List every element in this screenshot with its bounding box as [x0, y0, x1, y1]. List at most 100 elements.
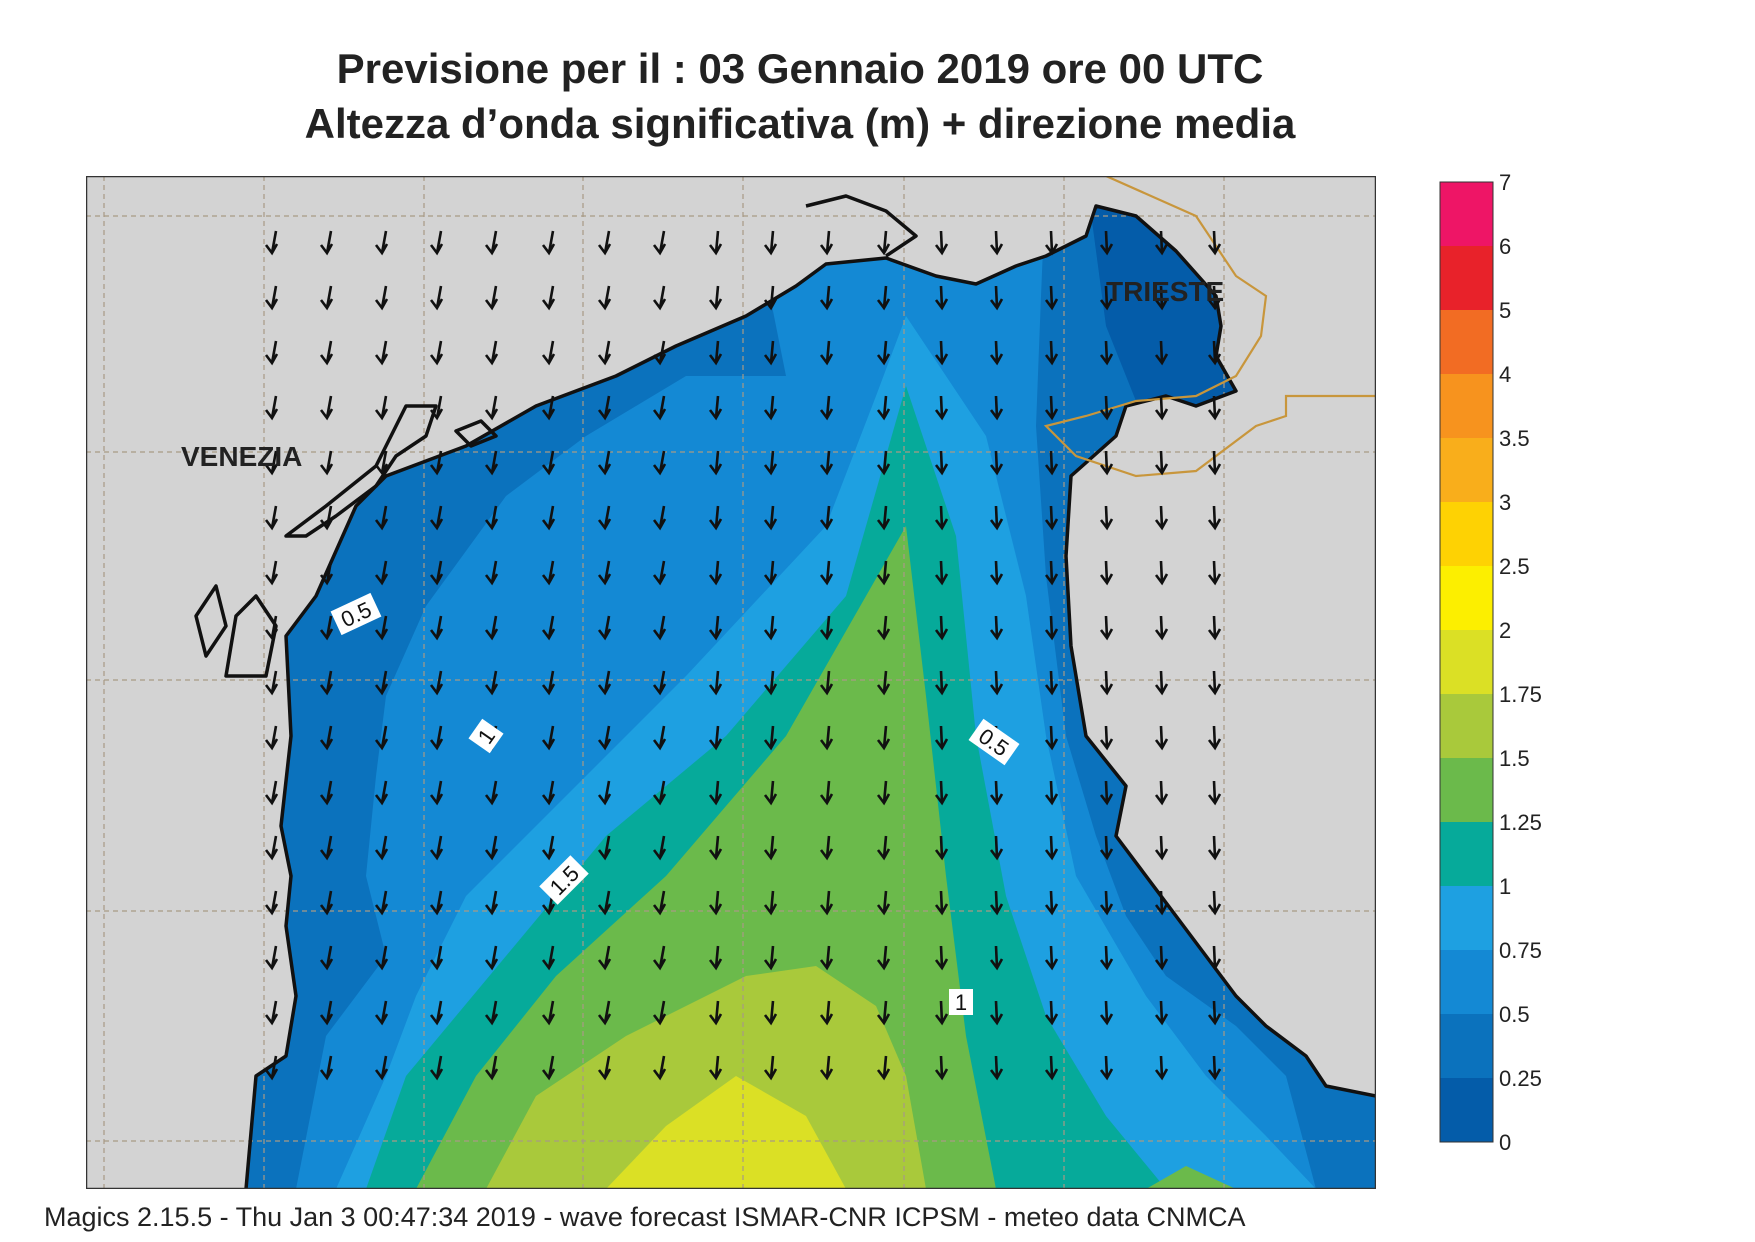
direction-arrow — [597, 725, 612, 751]
direction-arrow — [541, 615, 556, 641]
direction-arrow — [876, 835, 891, 861]
direction-arrow — [264, 340, 279, 366]
direction-arrow — [597, 945, 612, 971]
direction-arrow — [819, 725, 834, 751]
direction-arrow — [374, 1000, 389, 1026]
direction-arrow — [429, 340, 444, 366]
direction-arrow — [652, 560, 667, 586]
legend-color-band — [1440, 1014, 1493, 1078]
direction-arrow — [819, 835, 834, 861]
direction-arrow — [708, 285, 723, 311]
direction-arrow — [484, 395, 499, 421]
direction-arrow — [1099, 560, 1114, 586]
direction-arrow — [1044, 615, 1059, 641]
direction-arrow — [819, 505, 834, 531]
direction-arrow — [429, 285, 444, 311]
direction-arrow — [763, 780, 778, 806]
direction-arrow — [652, 890, 667, 916]
direction-arrow — [1154, 230, 1169, 256]
color-legend: 7 6 5 4 3.5 3 2.5 2 1.75 1.5 1.25 1 0.75 0.5 0.25 0 — [1439, 170, 1542, 1155]
direction-arrow — [319, 725, 334, 751]
direction-arrow — [429, 1000, 444, 1026]
direction-arrow — [541, 340, 556, 366]
direction-arrow — [989, 835, 1004, 861]
direction-arrow — [264, 230, 279, 256]
direction-arrow — [652, 450, 667, 476]
legend-tick-label: 0.75 — [1499, 938, 1542, 963]
direction-arrow — [541, 1055, 556, 1081]
direction-arrow — [652, 725, 667, 751]
direction-arrow — [1099, 230, 1114, 256]
direction-arrow — [708, 1000, 723, 1026]
legend-tick-label: 0.25 — [1499, 1066, 1542, 1091]
direction-arrow — [264, 670, 279, 696]
direction-arrow — [763, 725, 778, 751]
direction-arrow — [1044, 890, 1059, 916]
direction-arrow — [934, 340, 949, 366]
direction-arrow — [819, 945, 834, 971]
legend-tick-label: 2 — [1499, 618, 1511, 643]
direction-arrow — [819, 1000, 834, 1026]
direction-arrow — [429, 780, 444, 806]
direction-arrow — [1044, 1055, 1059, 1081]
direction-arrow — [429, 1055, 444, 1081]
legend-tick-label: 5 — [1499, 298, 1511, 323]
direction-arrow — [1044, 725, 1059, 751]
direction-arrow — [264, 1055, 279, 1081]
direction-arrow — [989, 230, 1004, 256]
city-label-trieste: TRIESTE — [1106, 276, 1224, 307]
direction-arrow — [597, 780, 612, 806]
direction-arrow — [934, 670, 949, 696]
direction-arrow — [1044, 1000, 1059, 1026]
direction-arrow — [374, 340, 389, 366]
direction-arrow — [708, 1055, 723, 1081]
direction-arrow — [876, 560, 891, 586]
direction-arrow — [541, 725, 556, 751]
direction-arrow — [374, 835, 389, 861]
direction-arrow — [374, 560, 389, 586]
direction-arrow — [1044, 505, 1059, 531]
direction-arrow — [1099, 1000, 1114, 1026]
legend-color-band — [1440, 438, 1493, 502]
direction-arrow — [374, 285, 389, 311]
direction-arrow — [763, 615, 778, 641]
direction-arrow — [1207, 945, 1222, 971]
direction-arrow — [541, 395, 556, 421]
direction-arrow — [652, 230, 667, 256]
direction-arrow — [708, 450, 723, 476]
direction-arrow — [763, 890, 778, 916]
svg-text:1: 1 — [955, 990, 967, 1015]
direction-arrow — [708, 505, 723, 531]
direction-arrow — [374, 890, 389, 916]
direction-arrow — [1099, 725, 1114, 751]
direction-arrow — [708, 890, 723, 916]
direction-arrow — [597, 1055, 612, 1081]
direction-arrow — [876, 670, 891, 696]
direction-arrow — [652, 1055, 667, 1081]
direction-arrow — [1154, 670, 1169, 696]
direction-arrow — [1154, 780, 1169, 806]
legend-tick-label: 1 — [1499, 874, 1511, 899]
direction-arrow — [1154, 560, 1169, 586]
map-title-line2: Altezza d’onda significativa (m) + direz… — [304, 100, 1296, 147]
direction-arrow — [934, 230, 949, 256]
direction-arrow — [597, 1000, 612, 1026]
direction-arrow — [1207, 890, 1222, 916]
direction-arrow — [1207, 725, 1222, 751]
direction-arrow — [541, 505, 556, 531]
direction-arrow — [708, 725, 723, 751]
direction-arrow — [819, 230, 834, 256]
direction-arrow — [876, 1055, 891, 1081]
direction-arrow — [484, 340, 499, 366]
direction-arrow — [1044, 670, 1059, 696]
direction-arrow — [876, 450, 891, 476]
direction-arrow — [1207, 395, 1222, 421]
direction-arrow — [989, 890, 1004, 916]
direction-arrow — [1207, 560, 1222, 586]
direction-arrow — [597, 615, 612, 641]
direction-arrow — [708, 835, 723, 861]
direction-arrow — [319, 505, 334, 531]
direction-arrow — [1207, 1000, 1222, 1026]
direction-arrow — [541, 230, 556, 256]
direction-arrow — [652, 670, 667, 696]
